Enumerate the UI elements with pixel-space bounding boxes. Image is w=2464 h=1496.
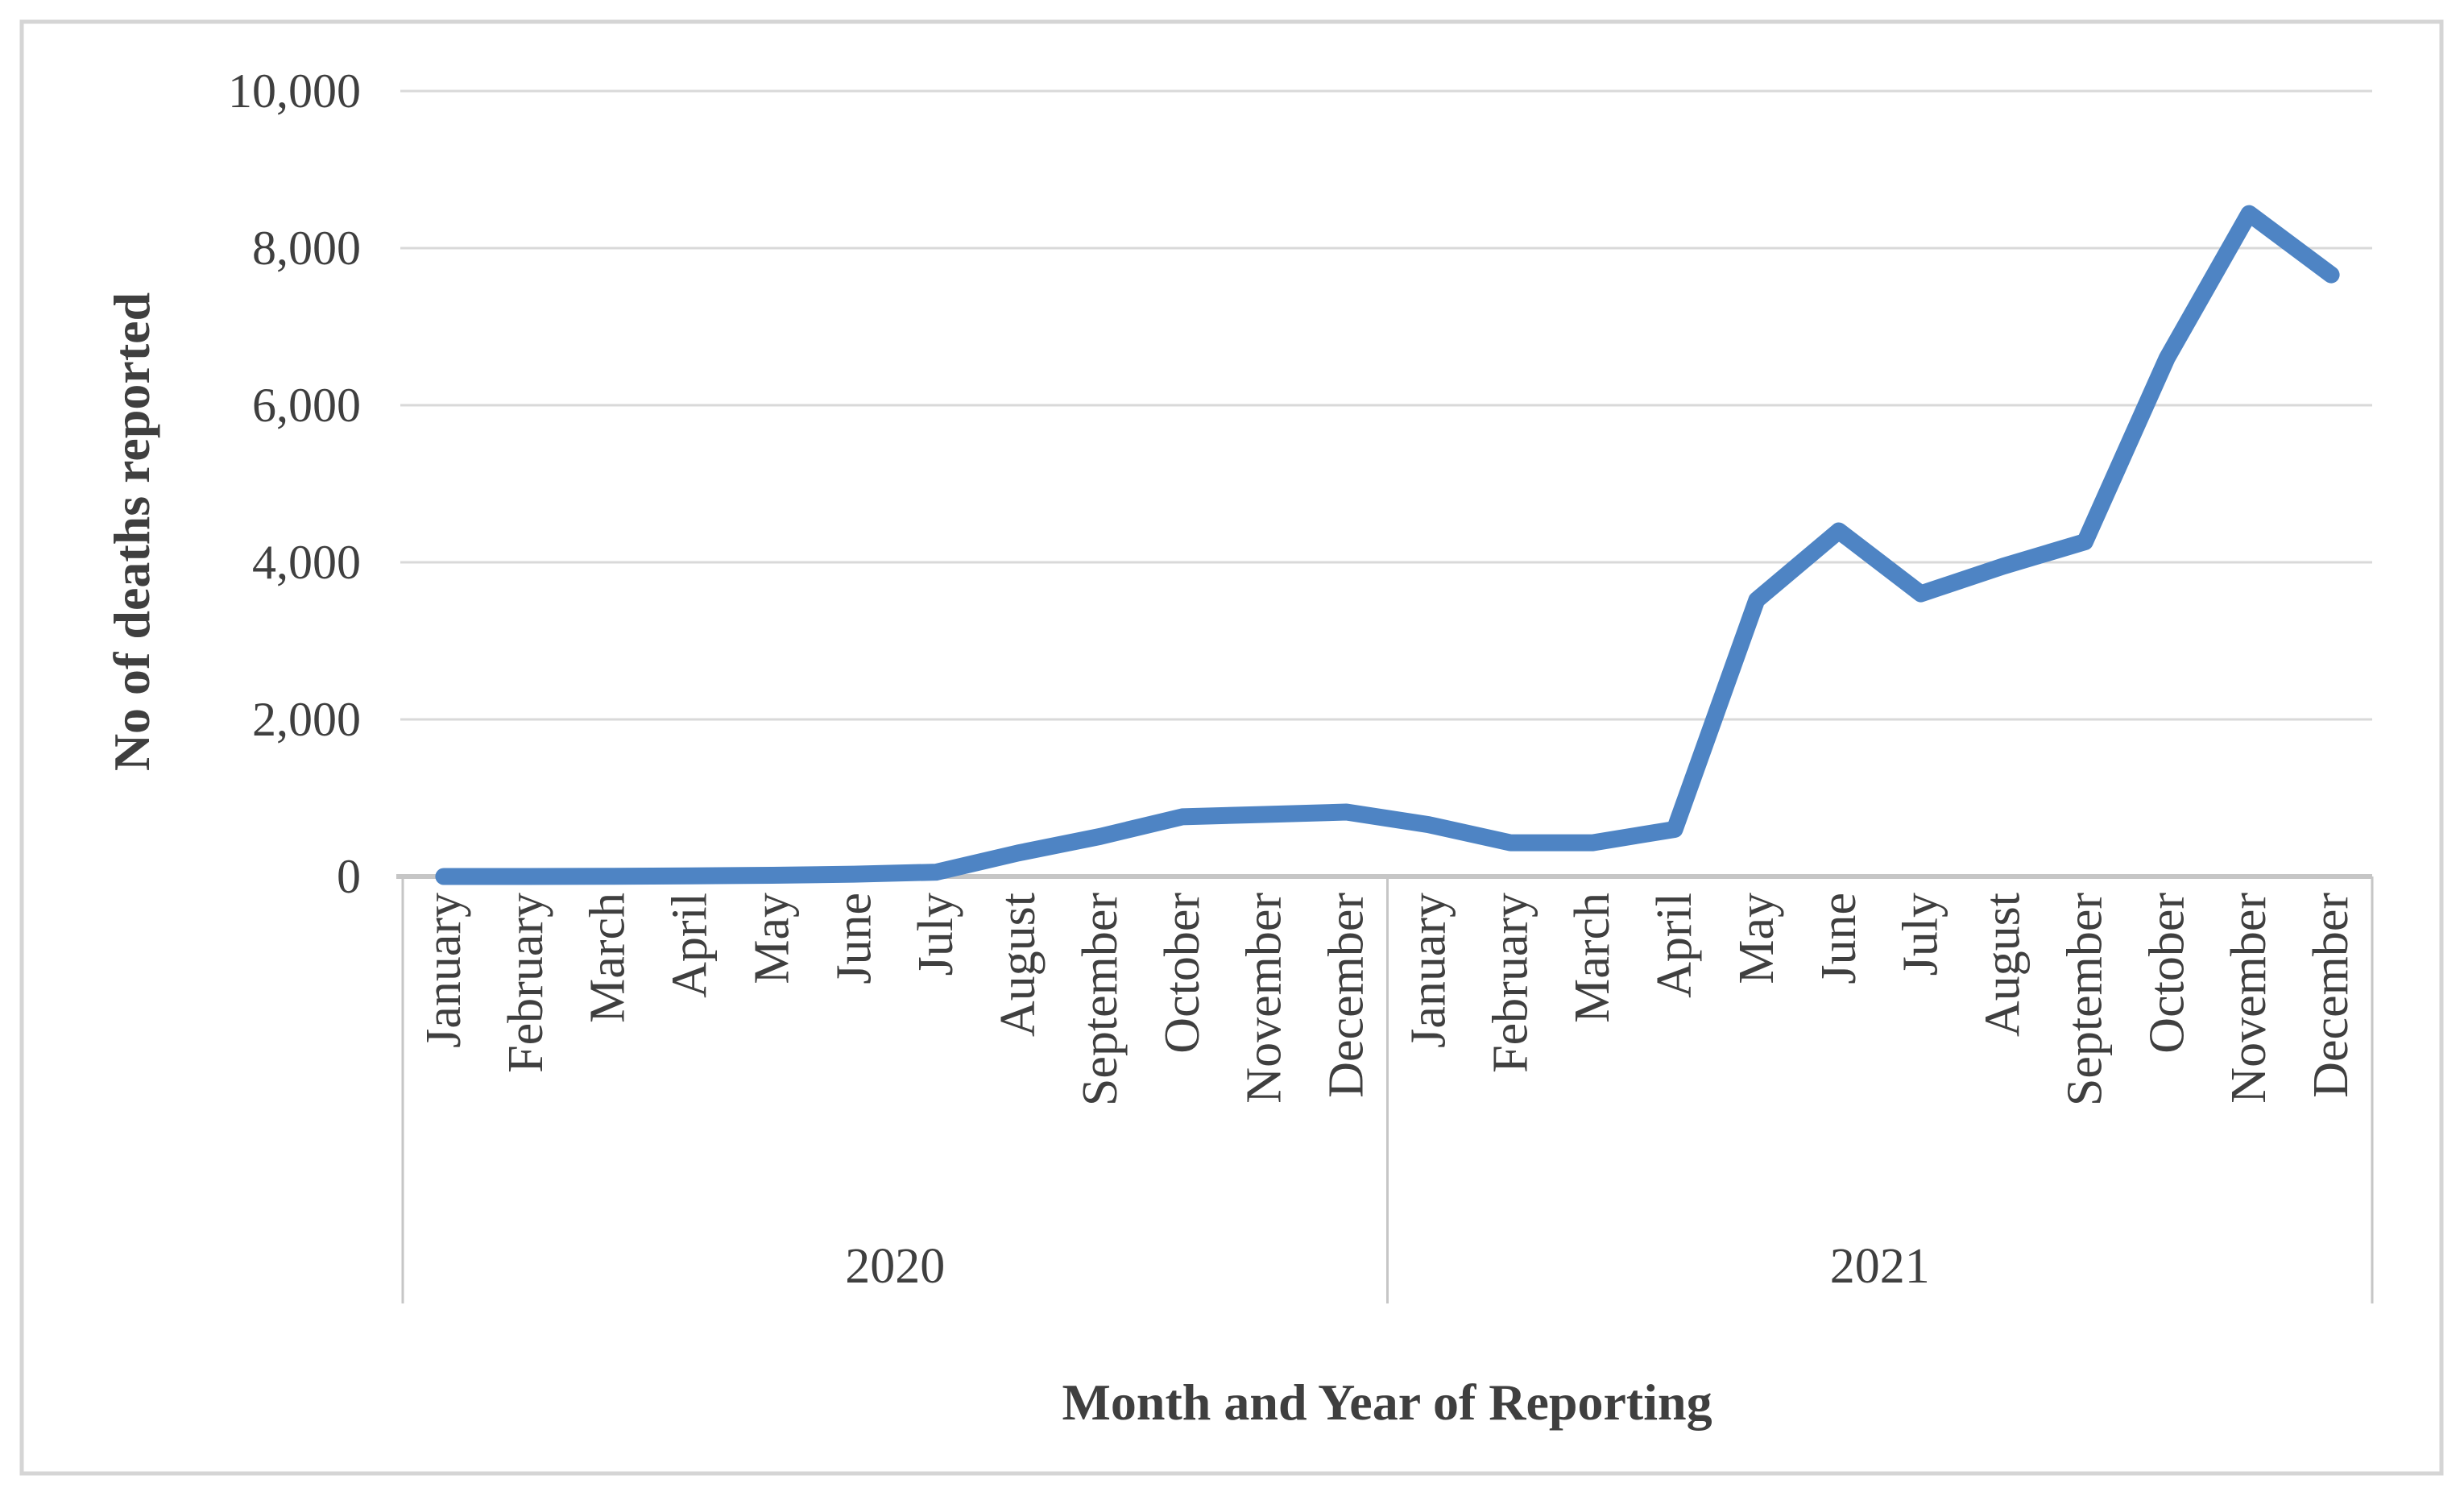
x-tick-label: January bbox=[416, 893, 471, 1048]
x-tick-label: August bbox=[1976, 893, 2031, 1037]
x-tick-label: December bbox=[2304, 893, 2358, 1098]
x-tick-label: April bbox=[663, 893, 718, 998]
x-tick-label: July bbox=[909, 893, 963, 976]
y-tick-label: 4,000 bbox=[252, 536, 361, 589]
y-tick-label: 0 bbox=[337, 850, 361, 903]
year-group-label: 2021 bbox=[1830, 1239, 1930, 1294]
y-tick-label: 6,000 bbox=[252, 379, 361, 432]
x-tick-label: June bbox=[1812, 893, 1866, 984]
x-axis-title: Month and Year of Reporting bbox=[1062, 1374, 1712, 1431]
y-tick-label: 2,000 bbox=[252, 693, 361, 746]
x-tick-label: June bbox=[826, 893, 881, 984]
x-tick-label: February bbox=[1483, 893, 1538, 1073]
x-axis-month-labels: January February March April May June July Augu… bbox=[416, 893, 2358, 1106]
x-tick-label: September bbox=[1073, 893, 1128, 1106]
x-axis-year-labels: 2020 2021 bbox=[845, 1239, 1930, 1294]
year-group-label: 2020 bbox=[845, 1239, 945, 1294]
y-axis-tick-labels: 0 2,000 4,000 6,000 8,000 10,000 bbox=[228, 64, 361, 903]
y-tick-label: 8,000 bbox=[252, 222, 361, 275]
y-tick-label: 10,000 bbox=[228, 64, 361, 118]
x-tick-label: May bbox=[744, 893, 799, 984]
x-tick-label: April bbox=[1647, 893, 1702, 998]
y-axis-title: No of deaths reported bbox=[103, 292, 160, 771]
x-tick-label: September bbox=[2057, 893, 2112, 1106]
x-tick-label: March bbox=[581, 893, 636, 1023]
x-tick-label: December bbox=[1319, 893, 1374, 1098]
series-line-no-of-deaths-reported bbox=[435, 205, 2340, 885]
x-tick-label: May bbox=[1729, 893, 1784, 984]
x-tick-label: November bbox=[1237, 893, 1292, 1104]
x-tick-label: October bbox=[1155, 893, 1210, 1054]
x-tick-label: July bbox=[1894, 893, 1948, 976]
x-tick-label: January bbox=[1401, 893, 1456, 1048]
x-tick-label: August bbox=[991, 893, 1046, 1037]
x-tick-label: March bbox=[1565, 893, 1620, 1023]
x-tick-label: November bbox=[2222, 893, 2276, 1104]
x-tick-label: February bbox=[499, 893, 553, 1073]
gridlines bbox=[400, 89, 2372, 721]
chart-border bbox=[19, 19, 2444, 1476]
x-tick-label: October bbox=[2139, 893, 2194, 1054]
data-series bbox=[435, 205, 2340, 885]
